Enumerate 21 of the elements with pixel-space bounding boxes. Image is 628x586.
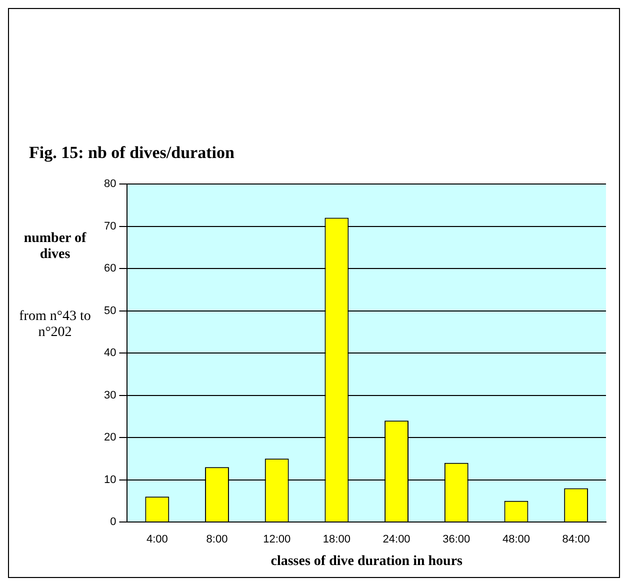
y-tick-label: 70 [104,220,116,232]
y-axis-title: number of dives [22,231,88,263]
y-tick-label: 80 [104,178,116,190]
x-axis-title: classes of dive duration in hours [270,554,464,570]
x-tick-label: 18:00 [322,534,350,546]
x-tick-label: 12:00 [263,534,291,546]
y-tick-label: 20 [104,432,116,444]
y-tick-label: 0 [110,516,116,528]
x-tick-label: 8:00 [206,534,228,546]
y-tick-label: 30 [104,389,116,402]
x-tick-label: 84:00 [562,534,590,546]
y-tick-label: 60 [104,262,116,275]
y-tick-label: 40 [104,347,116,360]
y-tick-label: 50 [104,304,116,317]
text: from n°43 to n°202 [18,309,92,341]
y-tick-label: 10 [104,474,116,486]
chart-title: Fig. 15: nb of dives/duration [29,143,234,163]
x-tick-label: 24:00 [382,534,410,546]
x-tick-label: 4:00 [146,534,168,546]
x-tick-label: 36:00 [442,534,470,546]
x-tick-label: 48:00 [502,534,530,546]
